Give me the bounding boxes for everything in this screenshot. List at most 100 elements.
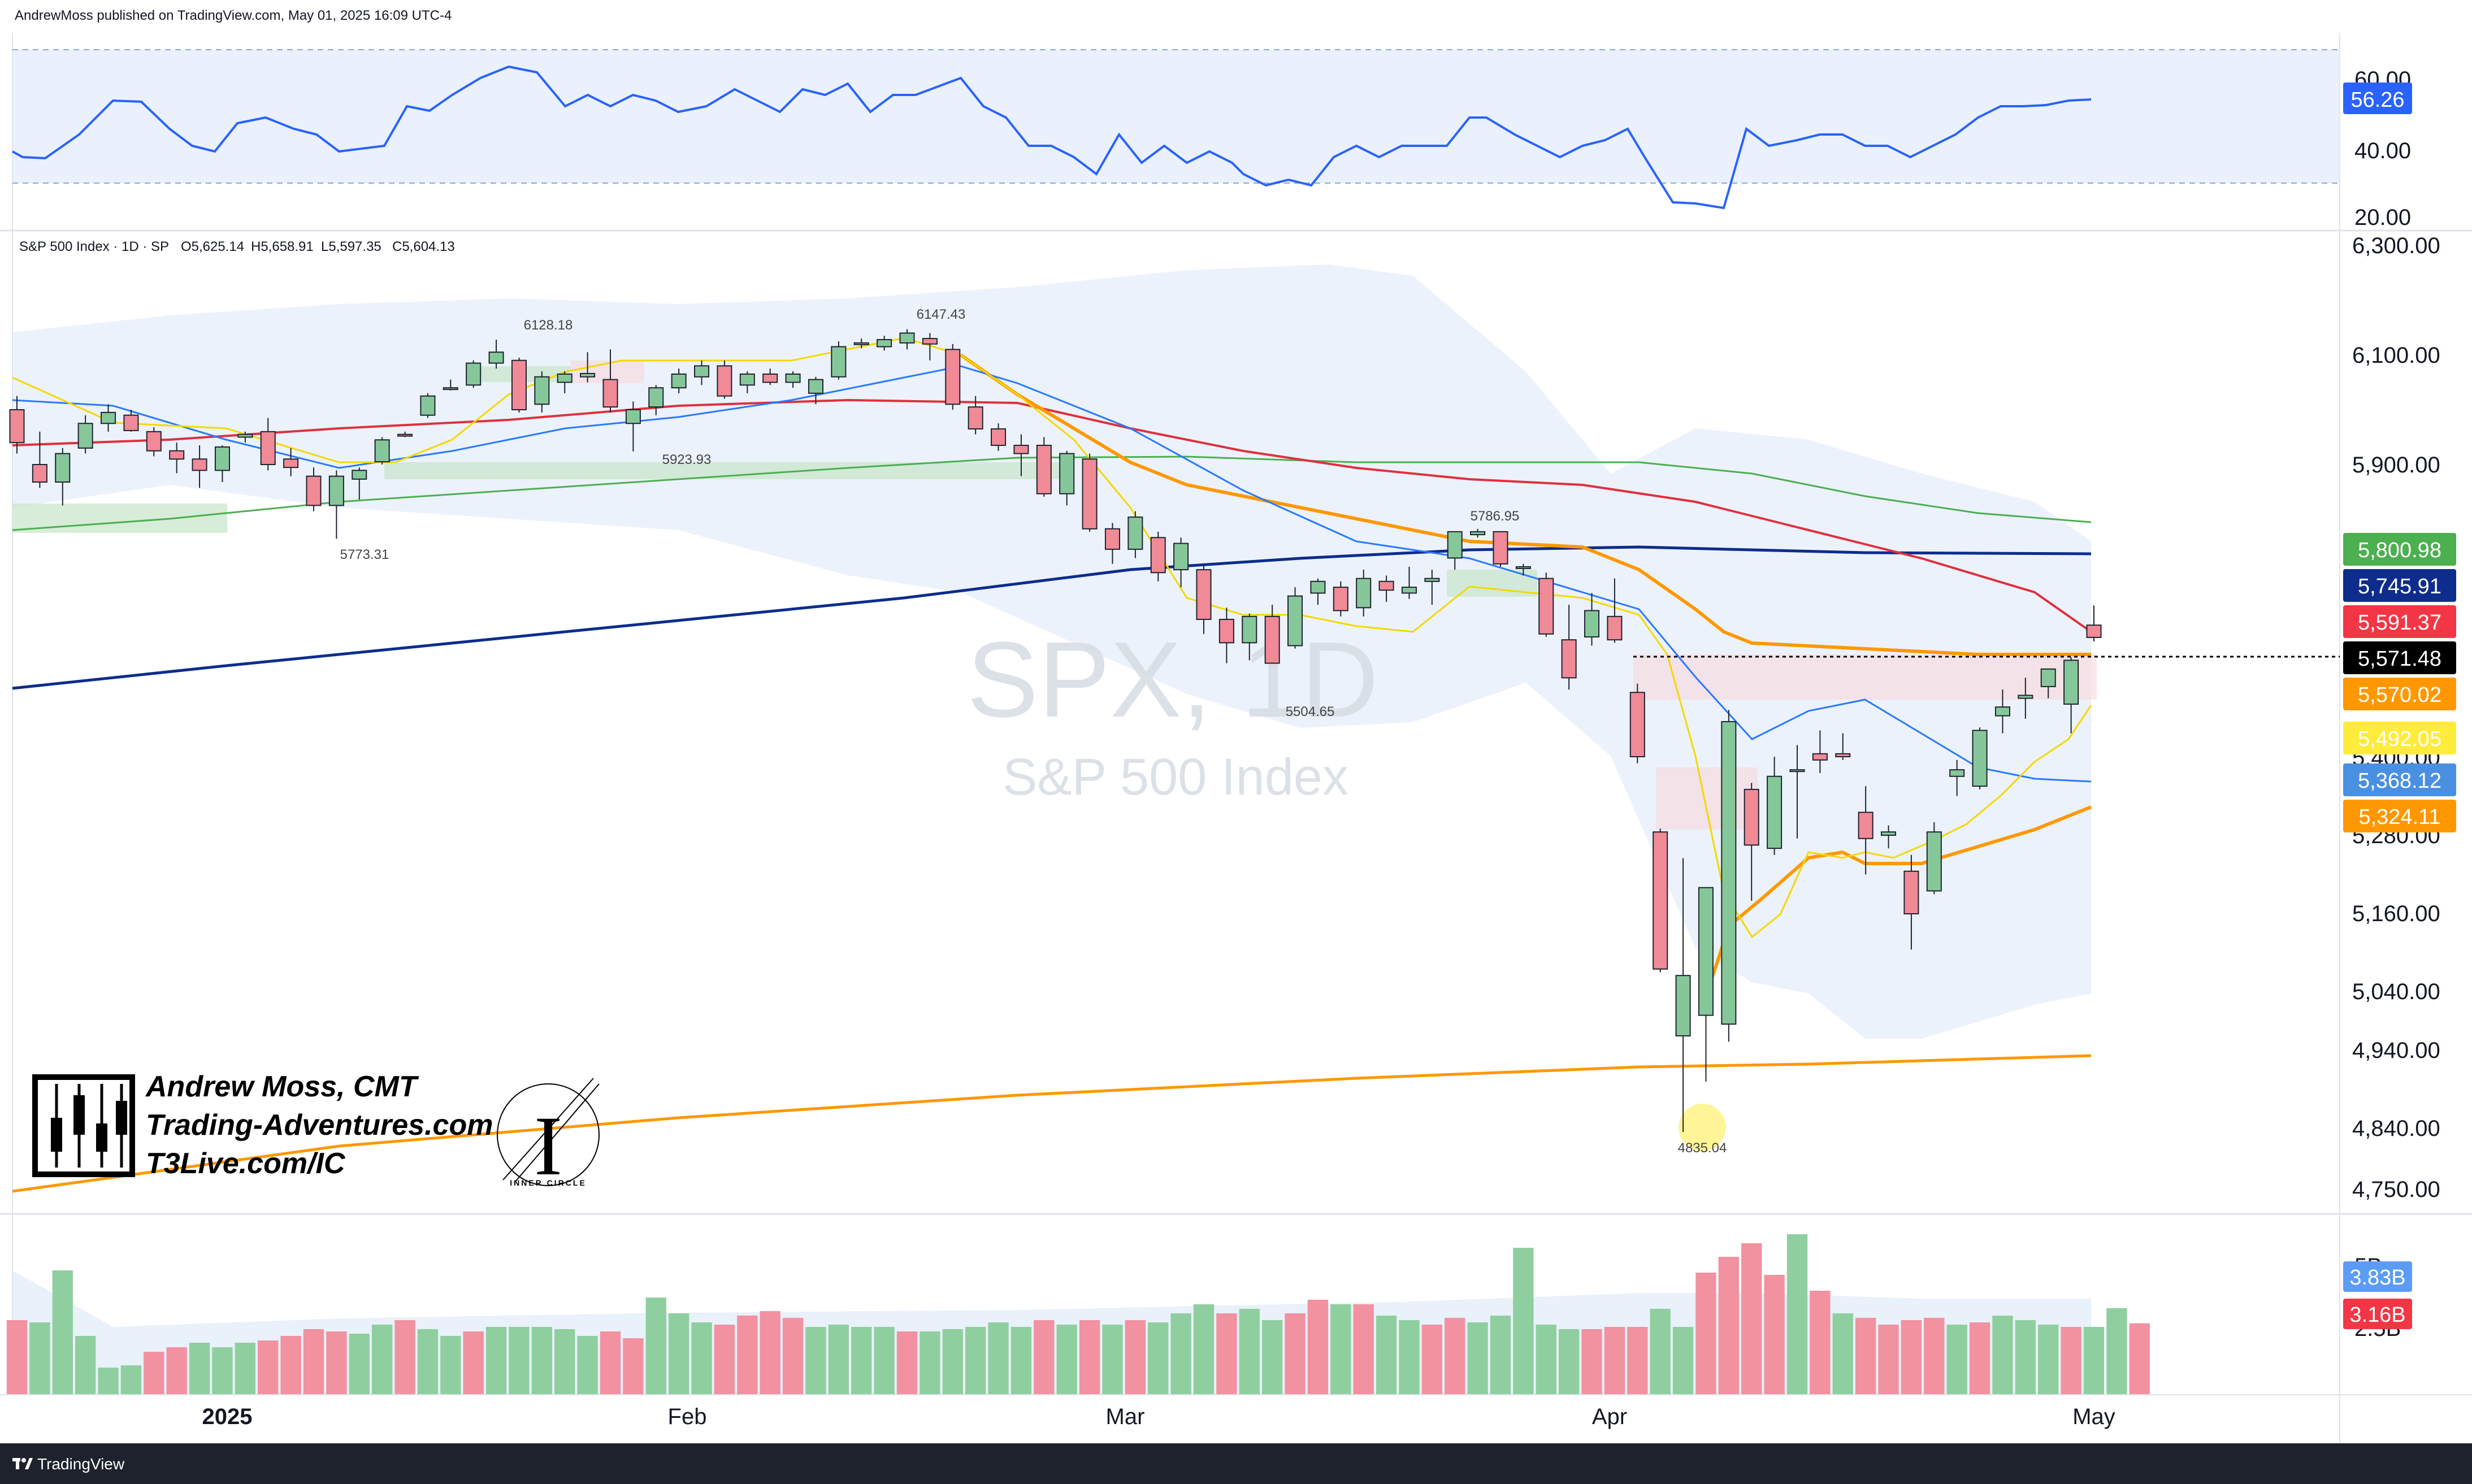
candle [1994, 689, 2010, 734]
candle [101, 404, 116, 432]
volume-bar [1034, 1320, 1055, 1395]
symbol-header: S&P 500 Index · 1D · SP O5,625.14 H5,658… [19, 239, 455, 254]
candle-body [306, 475, 322, 506]
watermark-name: S&P 500 Index [1003, 748, 1348, 806]
volume-bar [6, 1320, 28, 1395]
candle-body [991, 428, 1007, 446]
rsi-value-text: 56.26 [2350, 88, 2404, 112]
panel-separators [0, 33, 2472, 1443]
candle [2063, 657, 2079, 734]
candle-body [968, 406, 983, 429]
ohlc-high: H5,658.91 [251, 239, 314, 254]
candle [1835, 733, 1851, 760]
author-website: Trading-Adventures.com [146, 1109, 493, 1142]
volume-bar [1353, 1304, 1374, 1395]
price-chart[interactable]: SPX, 1D S&P 500 Index 6128.18 6147.43 5923… [0, 33, 2472, 1443]
volume-bar [1855, 1318, 1876, 1395]
symbol-title: S&P 500 Index · 1D · SP [19, 239, 169, 254]
candle-body [1561, 639, 1577, 679]
volume-bar [1718, 1257, 1740, 1395]
volume-bar [1011, 1327, 1032, 1395]
candle [1356, 570, 1372, 617]
candle [420, 393, 436, 418]
candle [625, 401, 641, 452]
time-axis[interactable]: 2025 Feb Mar Apr May [0, 1394, 2472, 1429]
candle-body [648, 387, 664, 408]
pivot-labels: 6128.18 6147.43 5923.93 5773.31 5786.95 5504.… [340, 307, 1727, 1156]
candle [2086, 605, 2102, 641]
candle-body [2086, 624, 2102, 638]
volume-bar [1946, 1325, 1967, 1395]
candle [466, 360, 482, 388]
volume-bar [144, 1352, 164, 1395]
volume-bar [1056, 1325, 1077, 1395]
candle-body [557, 373, 573, 383]
price-tag: 5,570.02 [2343, 678, 2456, 710]
candle-body [534, 376, 550, 405]
candle [739, 371, 755, 393]
candle [169, 442, 185, 474]
candle-body [1378, 580, 1394, 591]
pivot-label: 6128.18 [524, 318, 573, 333]
volume-bar [1399, 1320, 1420, 1395]
price-tag: 5,591.37 [2343, 605, 2456, 638]
candle-body [1059, 453, 1075, 494]
volume-bar [1216, 1313, 1237, 1395]
candle-body [123, 414, 139, 431]
volume-bar [1741, 1243, 1762, 1395]
candle-body [2063, 659, 2079, 705]
volume-bar [258, 1340, 279, 1395]
candle [214, 445, 230, 483]
time-label-may: May [2072, 1404, 2115, 1429]
volume-bar [668, 1313, 689, 1395]
volume-bar [371, 1325, 393, 1395]
candle [877, 336, 892, 351]
candle-body [1994, 706, 2010, 717]
candle-body [762, 373, 778, 383]
candle-body [2018, 695, 2033, 699]
candle-body [1470, 531, 1486, 536]
volume-bar [394, 1320, 415, 1395]
candle [1903, 854, 1919, 950]
candles-logo [32, 1074, 135, 1177]
candle [1287, 587, 1303, 649]
candle [306, 467, 322, 511]
volume-bar [623, 1338, 644, 1395]
volume-bar [1901, 1320, 1922, 1395]
candle [1493, 531, 1508, 567]
candle-body [420, 395, 436, 416]
candle-body [1424, 578, 1440, 582]
candle [352, 467, 367, 500]
candle [1561, 605, 1577, 690]
time-label-2025: 2025 [202, 1404, 253, 1429]
price-tick: 4,940.00 [2352, 1038, 2440, 1063]
candle [1036, 437, 1052, 497]
candle-body [1653, 831, 1668, 970]
volume-bar [1581, 1329, 1602, 1395]
volume-bar [1330, 1304, 1351, 1395]
candle [1675, 858, 1691, 1132]
volume-bar [235, 1343, 256, 1395]
volume-bar [1148, 1322, 1169, 1395]
pivot-label: 4835.04 [1678, 1140, 1727, 1156]
price-tag: 5,324.11 [2343, 800, 2456, 832]
price-axis[interactable]: 60.00 40.00 20.00 56.26 6,300.00 6,100.0… [2343, 67, 2456, 1341]
candle [1264, 605, 1280, 664]
volume-bar [691, 1322, 712, 1395]
candle [1059, 450, 1075, 506]
volume-bar [760, 1311, 780, 1395]
volume-bar [1193, 1304, 1215, 1395]
candle [146, 427, 162, 457]
candle-body [1333, 587, 1348, 611]
candle-body [899, 332, 915, 344]
volume-bar [1079, 1320, 1100, 1395]
candle-body [9, 409, 25, 444]
candle-body [1264, 615, 1280, 664]
volume-bar [1513, 1248, 1534, 1395]
candle-body [1493, 531, 1508, 565]
volume-bar [554, 1329, 575, 1395]
pivot-label: 5786.95 [1471, 509, 1520, 524]
candle [968, 396, 983, 435]
candle [1538, 572, 1554, 637]
volume-bar [1558, 1329, 1580, 1395]
